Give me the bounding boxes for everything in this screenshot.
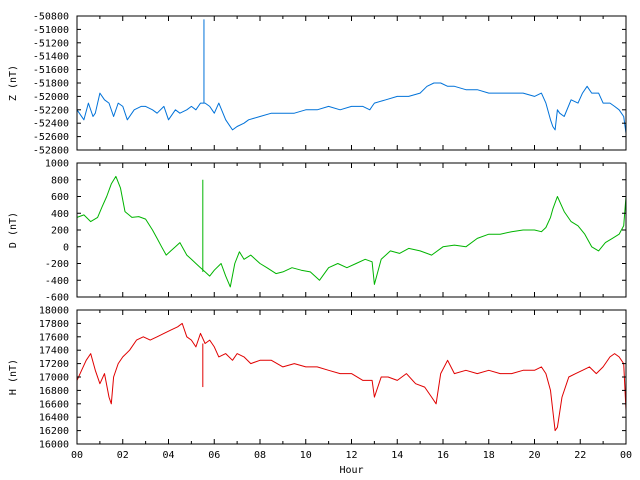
x-tick-label-7: 14 (391, 450, 403, 461)
x-axis-title: Hour (339, 465, 363, 476)
x-tick-label-4: 08 (254, 450, 266, 461)
x-tick-label-6: 12 (345, 450, 357, 461)
x-tick-label-5: 10 (300, 450, 312, 461)
panel-frame-0 (76, 15, 627, 151)
y-tick-label-0-3: -51400 (33, 52, 69, 63)
y-tick-label-1-7: -400 (45, 276, 69, 287)
y-tick-label-0-7: -52200 (33, 105, 69, 116)
y-tick-label-1-8: -600 (45, 293, 69, 304)
y-tick-label-2-3: 17400 (39, 346, 69, 357)
y-tick-label-2-2: 17600 (39, 332, 69, 343)
y-tick-label-1-6: -200 (45, 259, 69, 270)
y-tick-label-2-4: 17200 (39, 359, 69, 370)
y-tick-label-0-9: -52600 (33, 132, 69, 143)
x-tick-label-0: 00 (71, 450, 83, 461)
x-tick-label-11: 22 (574, 450, 586, 461)
y-tick-label-1-1: 800 (51, 175, 69, 186)
x-tick-label-9: 18 (483, 450, 495, 461)
y-tick-label-0-6: -52000 (33, 92, 69, 103)
y-axis-title-0: Z (nT) (8, 65, 19, 101)
y-tick-label-0-4: -51600 (33, 65, 69, 76)
y-tick-label-2-5: 17000 (39, 373, 69, 384)
y-tick-label-1-5: 0 (63, 242, 69, 253)
y-axis-title-2: H (nT) (8, 359, 19, 395)
y-tick-label-2-7: 16600 (39, 399, 69, 410)
y-tick-label-0-5: -51800 (33, 79, 69, 90)
y-tick-label-0-8: -52400 (33, 119, 69, 130)
series-line-0 (76, 82, 627, 134)
y-tick-label-0-0: -50800 (33, 12, 69, 23)
series-line-1 (76, 175, 627, 288)
y-tick-label-2-8: 16400 (39, 413, 69, 424)
y-tick-label-2-0: 18000 (39, 306, 69, 317)
y-tick-label-1-2: 600 (51, 192, 69, 203)
x-tick-label-3: 06 (208, 450, 220, 461)
y-tick-label-1-4: 200 (51, 226, 69, 237)
x-tick-label-12: 00 (620, 450, 632, 461)
x-tick-label-2: 04 (162, 450, 174, 461)
y-axis-title-1: D (nT) (8, 212, 19, 248)
y-tick-label-0-10: -52800 (33, 146, 69, 157)
x-tick-label-8: 16 (437, 450, 449, 461)
y-tick-label-2-9: 16200 (39, 426, 69, 437)
series-line-2 (76, 322, 627, 432)
panel-frame-2 (76, 309, 627, 445)
y-tick-label-1-3: 400 (51, 209, 69, 220)
y-tick-label-0-2: -51200 (33, 38, 69, 49)
x-tick-label-10: 20 (528, 450, 540, 461)
y-tick-label-1-0: 1000 (45, 159, 69, 170)
x-tick-label-1: 02 (117, 450, 129, 461)
y-tick-label-2-10: 16000 (39, 440, 69, 451)
y-tick-label-0-1: -51000 (33, 25, 69, 36)
y-tick-label-2-6: 16800 (39, 386, 69, 397)
y-tick-label-2-1: 17800 (39, 319, 69, 330)
